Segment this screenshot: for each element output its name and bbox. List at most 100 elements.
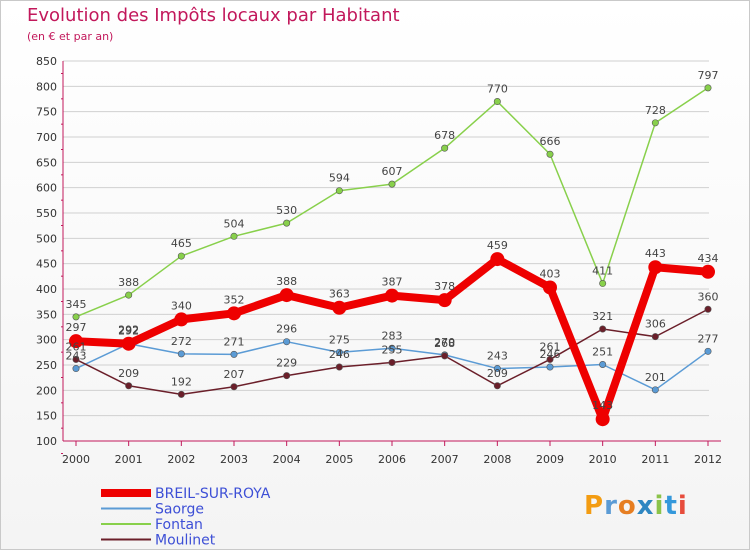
data-point-breil-sur-roya [121, 336, 136, 351]
logo-letter: x [636, 491, 655, 521]
x-tick-label: 2007 [431, 453, 459, 466]
data-point-breil-sur-roya [648, 260, 663, 275]
data-point-moulinet [230, 383, 238, 391]
data-label-fontan: 530 [276, 204, 297, 217]
chart-title: Evolution des Impôts locaux par Habitant [27, 5, 400, 26]
data-point-fontan [335, 187, 343, 195]
data-point-saorge [230, 350, 238, 358]
data-label-breil-sur-roya: 403 [540, 267, 561, 280]
data-point-saorge [72, 365, 80, 373]
y-tick-label: 450 [36, 258, 57, 271]
data-point-saorge [704, 347, 712, 355]
data-label-saorge: 292 [118, 325, 139, 338]
data-label-moulinet: 261 [66, 340, 87, 353]
data-point-breil-sur-roya [332, 300, 347, 315]
data-label-saorge: 246 [540, 348, 561, 361]
data-label-moulinet: 209 [487, 367, 508, 380]
data-point-moulinet [335, 363, 343, 371]
data-point-moulinet [283, 372, 291, 380]
x-tick-label: 2008 [483, 453, 511, 466]
data-point-breil-sur-roya [227, 306, 241, 321]
x-tick-label: 2003 [220, 453, 248, 466]
legend-label-breil-sur-roya: BREIL-SUR-ROYA [155, 486, 271, 502]
data-point-moulinet [441, 352, 449, 360]
data-label-breil-sur-roya: 434 [698, 252, 719, 265]
data-point-moulinet [704, 305, 712, 313]
data-label-saorge: 272 [171, 335, 192, 348]
y-tick-label: 850 [36, 55, 57, 68]
data-label-fontan: 770 [487, 83, 508, 96]
data-label-fontan: 678 [434, 129, 455, 142]
y-tick-label: 550 [36, 207, 57, 220]
data-point-moulinet [546, 355, 554, 363]
data-label-breil-sur-roya: 363 [329, 288, 350, 301]
data-point-saorge [599, 360, 607, 368]
data-point-fontan [177, 252, 185, 260]
data-point-moulinet [125, 382, 133, 390]
data-point-saorge [177, 350, 185, 358]
data-point-breil-sur-roya [279, 288, 294, 303]
x-tick-label: 2005 [325, 453, 353, 466]
data-point-moulinet [177, 390, 185, 398]
data-label-saorge: 296 [276, 323, 297, 336]
data-point-breil-sur-roya [701, 264, 715, 279]
y-tick-label: 200 [36, 384, 57, 397]
data-point-breil-sur-roya [69, 334, 83, 349]
data-label-fontan: 594 [329, 172, 350, 185]
data-point-breil-sur-roya [385, 288, 399, 303]
data-point-fontan [441, 144, 449, 152]
data-label-saorge: 201 [645, 371, 666, 384]
data-label-fontan: 411 [592, 264, 613, 277]
axes: 100 150 200 250 300 350 400 450 500 550 600 650 700 7… [36, 55, 722, 466]
x-tick-label: 2000 [62, 453, 90, 466]
data-point-fontan [493, 98, 501, 106]
y-tick-label: 300 [36, 334, 57, 347]
data-label-breil-sur-roya: 387 [382, 276, 403, 289]
data-point-saorge [651, 386, 659, 394]
data-point-moulinet [651, 333, 659, 341]
data-label-fontan: 345 [66, 298, 87, 311]
data-label-saorge: 243 [487, 350, 508, 363]
data-label-saorge: 283 [382, 329, 403, 342]
data-label-fontan: 666 [540, 135, 561, 148]
data-label-fontan: 797 [698, 69, 719, 82]
x-tick-label: 2011 [641, 453, 669, 466]
logo-letter: P [584, 491, 605, 521]
y-tick-label: 500 [36, 232, 57, 245]
data-label-breil-sur-roya: 292 [118, 324, 139, 337]
y-tick-label: 400 [36, 283, 57, 296]
data-label-breil-sur-roya: 378 [434, 280, 455, 293]
x-tick-label: 2010 [589, 453, 617, 466]
data-point-moulinet [388, 358, 396, 366]
x-tick-label: 2009 [536, 453, 564, 466]
data-label-breil-sur-roya: 340 [171, 299, 192, 312]
data-point-fontan [599, 279, 607, 287]
data-label-moulinet: 306 [645, 318, 666, 331]
data-point-saorge [335, 348, 343, 356]
data-point-breil-sur-roya [437, 293, 452, 308]
data-label-fontan: 465 [171, 237, 192, 250]
x-tick-label: 2001 [115, 453, 143, 466]
data-label-breil-sur-roya: 459 [487, 239, 508, 252]
data-point-moulinet [493, 382, 501, 390]
data-label-moulinet: 207 [224, 368, 245, 381]
x-tick-label: 2004 [273, 453, 301, 466]
data-label-fontan: 388 [118, 276, 139, 289]
data-label-fontan: 607 [382, 165, 403, 178]
data-point-fontan [388, 180, 396, 188]
data-point-saorge [493, 365, 501, 373]
legend-label-fontan: Fontan [155, 517, 203, 533]
legend-label-moulinet: Moulinet [155, 533, 216, 549]
data-point-saorge [388, 344, 396, 352]
logo-letter: o [617, 491, 637, 521]
data-point-fontan [651, 119, 659, 127]
data-label-moulinet: 255 [382, 343, 403, 356]
data-label-saorge: 251 [592, 345, 613, 358]
data-label-moulinet: 229 [276, 357, 297, 370]
data-label-breil-sur-roya: 352 [224, 293, 245, 306]
data-label-moulinet: 209 [118, 367, 139, 380]
data-label-breil-sur-roya: 143 [592, 399, 613, 412]
y-tick-label: 250 [36, 359, 57, 372]
